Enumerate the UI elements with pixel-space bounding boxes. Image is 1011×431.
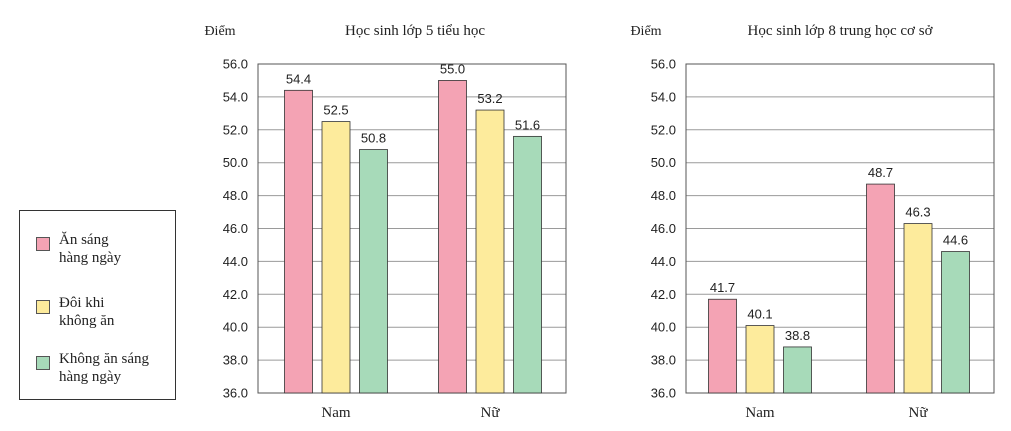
legend-label-sometimes: Đôi khi không ăn xyxy=(59,295,115,329)
y-tick-label: 44.0 xyxy=(651,254,676,269)
bar xyxy=(359,149,388,394)
x-category-label: Nam xyxy=(321,405,350,421)
bar xyxy=(513,135,542,394)
legend-swatch-daily xyxy=(36,237,50,251)
y-tick-label: 54.0 xyxy=(223,89,248,104)
bar-value-label: 48.7 xyxy=(868,165,893,180)
chart-title: Học sinh lớp 8 trung học cơ sở xyxy=(747,23,933,39)
legend-item-never: Không ăn sáng hàng ngày xyxy=(36,350,179,386)
bar xyxy=(783,346,812,394)
bar-value-label: 54.4 xyxy=(286,71,311,86)
bar-value-label: 51.6 xyxy=(515,117,540,132)
y-tick-label: 48.0 xyxy=(223,188,248,203)
bar-value-label: 53.2 xyxy=(477,91,502,106)
y-tick-label: 48.0 xyxy=(651,188,676,203)
legend-label-daily: Ăn sáng hàng ngày xyxy=(59,232,122,266)
y-tick-label: 52.0 xyxy=(223,122,248,137)
bar-value-label: 44.6 xyxy=(943,233,968,248)
bar xyxy=(438,80,467,394)
legend-item-daily: Ăn sáng hàng ngày xyxy=(36,231,179,267)
y-tick-label: 50.0 xyxy=(651,155,676,170)
bar-value-label: 46.3 xyxy=(905,205,930,220)
plot-frame xyxy=(685,63,995,394)
bar xyxy=(284,89,313,394)
y-tick-label: 46.0 xyxy=(223,221,248,236)
bar xyxy=(708,298,737,394)
y-tick-label: 36.0 xyxy=(651,386,676,401)
bar-value-label: 50.8 xyxy=(361,131,386,146)
legend-label-never: Không ăn sáng hàng ngày xyxy=(59,351,149,385)
y-tick-label: 38.0 xyxy=(223,353,248,368)
bar-value-label: 40.1 xyxy=(747,307,772,322)
bar xyxy=(941,251,970,394)
y-axis-title: Điểm xyxy=(630,24,661,39)
y-tick-label: 42.0 xyxy=(651,287,676,302)
y-tick-label: 42.0 xyxy=(223,287,248,302)
y-tick-label: 36.0 xyxy=(223,386,248,401)
y-tick-label: 52.0 xyxy=(651,122,676,137)
bar xyxy=(903,223,933,394)
x-category-label: Nữ xyxy=(909,405,929,421)
y-tick-label: 56.0 xyxy=(651,57,676,72)
legend-swatch-never xyxy=(36,356,50,370)
legend-item-sometimes: Đôi khi không ăn xyxy=(36,294,179,330)
bar-value-label: 55.0 xyxy=(440,61,465,76)
y-axis-title: Điểm xyxy=(204,24,235,39)
x-category-label: Nữ xyxy=(481,405,501,421)
chart-title: Học sinh lớp 5 tiểu học xyxy=(345,23,485,39)
y-tick-label: 54.0 xyxy=(651,89,676,104)
bar xyxy=(475,109,505,394)
bar xyxy=(745,325,775,394)
bar-value-label: 41.7 xyxy=(710,280,735,295)
x-category-label: Nam xyxy=(745,405,774,421)
bar-value-label: 38.8 xyxy=(785,328,810,343)
bar xyxy=(866,183,895,394)
y-tick-label: 46.0 xyxy=(651,221,676,236)
legend: Ăn sáng hàng ngày Đôi khi không ăn Không… xyxy=(19,210,176,400)
bar xyxy=(321,121,351,394)
plot-frame xyxy=(257,63,567,394)
y-tick-label: 44.0 xyxy=(223,254,248,269)
bar-value-label: 52.5 xyxy=(323,103,348,118)
y-tick-label: 50.0 xyxy=(223,155,248,170)
y-tick-label: 56.0 xyxy=(223,57,248,72)
y-tick-label: 40.0 xyxy=(651,320,676,335)
y-tick-label: 40.0 xyxy=(223,320,248,335)
legend-swatch-sometimes xyxy=(36,300,50,314)
y-tick-label: 38.0 xyxy=(651,353,676,368)
